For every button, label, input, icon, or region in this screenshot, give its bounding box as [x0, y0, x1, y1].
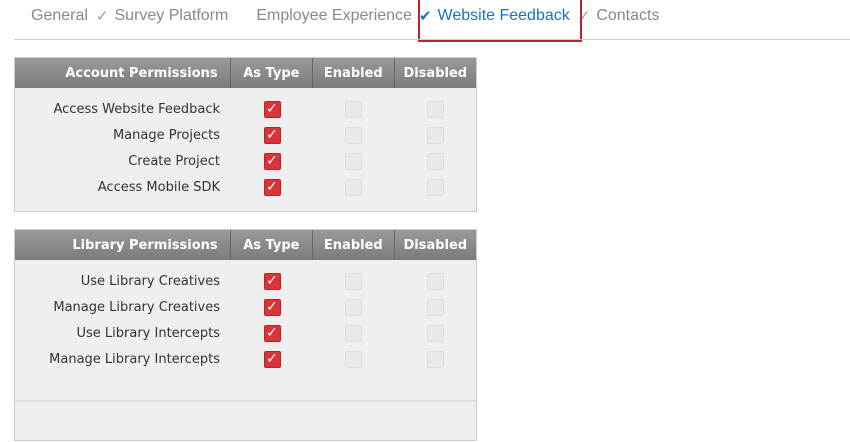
- permission-label: Manage Library Intercepts: [49, 351, 220, 367]
- checkbox-checked[interactable]: ✓: [263, 178, 281, 196]
- permission-label: Manage Projects: [112, 127, 220, 143]
- checkbox-disabled[interactable]: [345, 272, 362, 290]
- checkbox-disabled[interactable]: [426, 152, 444, 170]
- checkbox-disabled[interactable]: [345, 298, 362, 316]
- check-icon: ✓: [95, 8, 109, 25]
- permission-row: Access Mobile SDK ✓: [15, 174, 476, 200]
- divider: [14, 39, 850, 40]
- tab-employee-experience[interactable]: Employee Experience: [256, 7, 412, 24]
- table-title: Account Permissions: [65, 65, 218, 81]
- tab-contacts[interactable]: ✓ Contacts: [577, 7, 660, 25]
- permission-label: Access Mobile SDK: [97, 179, 220, 195]
- table-header: Library Permissions As Type Enabled Disable…: [15, 230, 476, 260]
- tab-survey-platform[interactable]: ✓ Survey Platform: [95, 7, 229, 25]
- checkbox-disabled[interactable]: [345, 126, 362, 144]
- table-footer: [15, 400, 476, 442]
- check-icon: ✔: [418, 8, 432, 25]
- checkbox-disabled[interactable]: [426, 272, 444, 290]
- account-permissions-table: Account Permissions As Type Enabled Disable…: [14, 57, 477, 212]
- checkbox-disabled[interactable]: [426, 350, 444, 368]
- permission-row: Manage Library Creatives ✓: [15, 294, 476, 320]
- column-header: Disabled: [393, 230, 476, 260]
- column-header: Enabled: [312, 58, 393, 88]
- checkbox-checked[interactable]: ✓: [263, 152, 281, 170]
- checkbox-checked[interactable]: ✓: [263, 126, 281, 144]
- checkbox-checked[interactable]: ✓: [263, 298, 281, 316]
- permission-label: Manage Library Creatives: [53, 299, 220, 315]
- checkbox-disabled[interactable]: [426, 298, 444, 316]
- permission-label: Use Library Intercepts: [76, 325, 220, 341]
- checkbox-disabled[interactable]: [426, 324, 444, 342]
- permission-label: Use Library Creatives: [80, 273, 220, 289]
- permission-label: Create Project: [128, 153, 220, 169]
- permission-row: Manage Library Intercepts ✓: [15, 346, 476, 372]
- highlight-box: [418, 0, 582, 42]
- permission-row: Access Website Feedback ✓: [15, 96, 476, 122]
- checkbox-disabled[interactable]: [345, 350, 362, 368]
- checkbox-checked[interactable]: ✓: [263, 324, 281, 342]
- permission-label: Access Website Feedback: [53, 101, 221, 117]
- checkbox-disabled[interactable]: [426, 126, 444, 144]
- checkbox-disabled[interactable]: [345, 324, 362, 342]
- permission-row: Use Library Intercepts ✓: [15, 320, 476, 346]
- permission-row: Manage Projects ✓: [15, 122, 476, 148]
- library-permissions-table: Library Permissions As Type Enabled Disable…: [14, 229, 477, 441]
- table-title: Library Permissions: [72, 237, 218, 253]
- checkbox-disabled[interactable]: [345, 178, 362, 196]
- column-header: As Type: [229, 230, 312, 260]
- checkbox-checked[interactable]: ✓: [263, 350, 281, 368]
- column-header: As Type: [229, 58, 312, 88]
- checkbox-disabled[interactable]: [345, 100, 362, 118]
- column-header: Enabled: [312, 230, 393, 260]
- table-header: Account Permissions As Type Enabled Disable…: [15, 58, 476, 88]
- checkbox-checked[interactable]: ✓: [263, 100, 281, 118]
- permission-row: Create Project ✓: [15, 148, 476, 174]
- checkbox-checked[interactable]: ✓: [263, 272, 281, 290]
- tab-website-feedback[interactable]: ✔ Website Feedback: [418, 7, 570, 25]
- column-header: Disabled: [393, 58, 476, 88]
- permission-row: Use Library Creatives ✓: [15, 268, 476, 294]
- checkbox-disabled[interactable]: [426, 100, 444, 118]
- tab-general[interactable]: General: [31, 7, 88, 24]
- checkbox-disabled[interactable]: [345, 152, 362, 170]
- checkbox-disabled[interactable]: [426, 178, 444, 196]
